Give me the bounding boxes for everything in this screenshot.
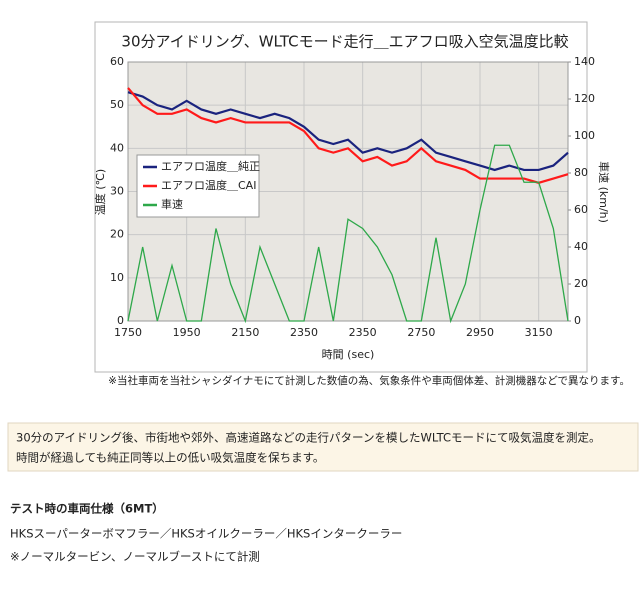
y-tick-label: 0 [117, 314, 124, 327]
x-tick-label: 2350 [290, 326, 318, 339]
x-tick-label: 3150 [525, 326, 553, 339]
legend-label: 車速 [161, 197, 183, 211]
plot-border [127, 61, 569, 322]
x-tick-label: 1750 [114, 326, 142, 339]
x-tick-label: 2350 [349, 326, 377, 339]
x-axis-label: 時間 (sec) [322, 348, 375, 361]
description-line: 30分のアイドリング後、市街地や郊外、高速道路などの走行パターンを模したWLTC… [16, 431, 601, 445]
legend-label: エアフロ温度＿純正 [161, 159, 260, 173]
description-box [7, 422, 639, 472]
y-tick-label: 10 [110, 271, 124, 284]
description-line: 時間が経過しても純正同等以上の低い吸気温度を保ちます。 [16, 451, 324, 465]
x-tick-label: 1950 [173, 326, 201, 339]
y-tick-label: 50 [110, 98, 124, 111]
y2-tick-label: 100 [574, 129, 595, 142]
y-tick-label: 20 [110, 228, 124, 241]
legend-box [136, 154, 260, 218]
x-tick-label: 2750 [407, 326, 435, 339]
y-tick-label: 30 [110, 185, 124, 198]
series-line [127, 144, 569, 324]
spec-line: ※ノーマルタービン、ノーマルブーストにて計測 [10, 550, 260, 564]
x-tick-label: 2150 [231, 326, 259, 339]
y2-tick-label: 120 [574, 92, 595, 105]
y2-tick-label: 0 [574, 314, 581, 327]
y2-axis-label: 車速 (km/h) [597, 161, 611, 223]
chart-note: ※当社車両を当社シャシダイナモにて計測した数値の為、気象条件や車両個体差、計測機… [108, 374, 630, 387]
series-line [127, 87, 569, 185]
spec-line: HKSスーパーターボマフラー／HKSオイルクーラー／HKSインタークーラー [10, 527, 402, 541]
y-axis-label: 温度 (℃) [93, 169, 107, 215]
x-tick-label: 2950 [466, 326, 494, 339]
y-tick-label: 40 [110, 141, 124, 154]
y2-tick-label: 40 [574, 240, 588, 253]
y-tick-label: 60 [110, 55, 124, 68]
y2-tick-label: 80 [574, 166, 588, 179]
y2-tick-label: 60 [574, 203, 588, 216]
y2-tick-label: 20 [574, 277, 588, 290]
spec-heading: テスト時の車両仕様（6MT） [10, 502, 164, 516]
legend-label: エアフロ温度＿CAI [161, 178, 256, 192]
y2-tick-label: 140 [574, 55, 595, 68]
chart-title: 30分アイドリング、WLTCモード走行＿エアフロ吸入空気温度比較 [121, 33, 568, 51]
series-line [127, 91, 569, 172]
